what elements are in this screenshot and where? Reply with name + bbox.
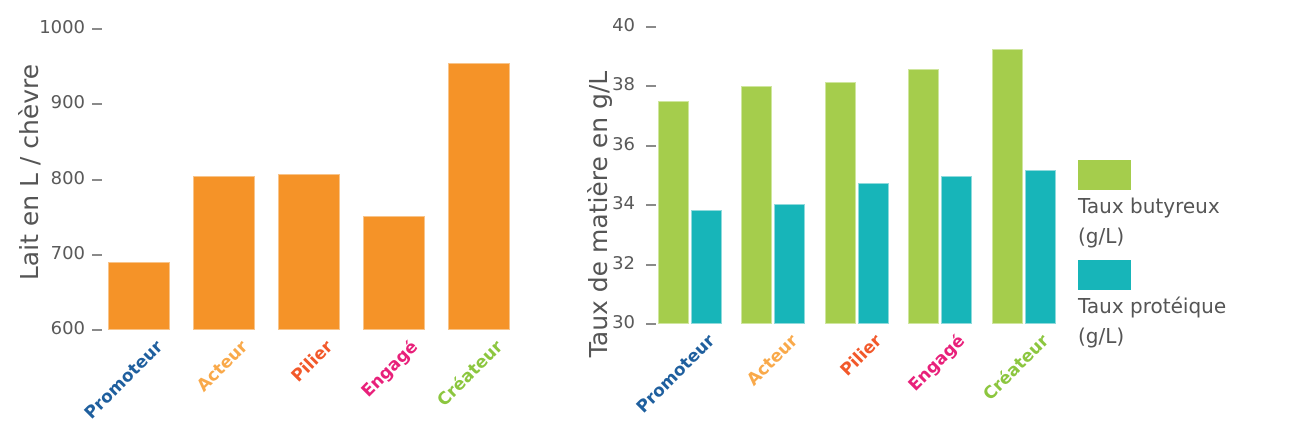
y-tick-label: 1000 — [39, 17, 85, 38]
y-tick-label: 800 — [50, 167, 85, 189]
bar-créateur — [448, 62, 510, 330]
bar-engagé — [363, 215, 425, 330]
y-tick-mark — [646, 26, 656, 28]
y-tick-label: 32 — [612, 252, 635, 274]
bar-fat-acteur — [741, 86, 772, 324]
y-tick-label: 36 — [612, 133, 635, 155]
y-tick-label: 40 — [612, 15, 635, 36]
bar-fat-promoteur — [658, 101, 689, 324]
bar-fat-pilier — [825, 81, 856, 324]
bar-protein-créateur — [1025, 169, 1056, 324]
y-tick-mark — [646, 144, 656, 147]
legend-label-line1: Taux protéique — [1078, 294, 1227, 318]
legend-label-line2: (g/L) — [1078, 224, 1125, 248]
y-tick-mark — [92, 329, 102, 331]
legend-label-line1: Taux butyreux — [1078, 194, 1220, 218]
y-tick-mark — [92, 253, 102, 256]
legend-label-line2: (g/L) — [1078, 324, 1125, 348]
legend-swatch-fat — [1078, 160, 1131, 190]
y-tick-label: 900 — [50, 92, 85, 114]
y-tick-mark — [92, 103, 102, 106]
bar-protein-engagé — [941, 175, 972, 324]
y-tick-label: 600 — [50, 318, 85, 339]
y-tick-mark — [646, 85, 656, 88]
bar-pilier — [278, 174, 340, 330]
y-tick-label: 38 — [612, 74, 635, 96]
y-tick-mark — [646, 204, 656, 207]
x-tick-label: Créateur — [433, 336, 508, 411]
bar-protein-promoteur — [691, 209, 722, 324]
y-tick-mark — [92, 178, 102, 181]
y-tick-label: 34 — [612, 193, 635, 215]
y-tick-label: 700 — [50, 242, 85, 264]
bar-protein-acteur — [774, 203, 805, 324]
bar-acteur — [193, 175, 255, 330]
legend-swatch-protein — [1078, 260, 1131, 290]
bar-protein-pilier — [858, 182, 889, 324]
y-tick-mark — [646, 323, 656, 325]
y-tick-mark — [646, 263, 656, 266]
bar-fat-créateur — [992, 49, 1023, 324]
y-tick-mark — [92, 28, 102, 30]
y-tick-label: 30 — [612, 312, 635, 333]
bar-fat-engagé — [908, 68, 939, 324]
x-tick-label: Créateur — [979, 330, 1054, 405]
bar-promoteur — [108, 262, 170, 330]
